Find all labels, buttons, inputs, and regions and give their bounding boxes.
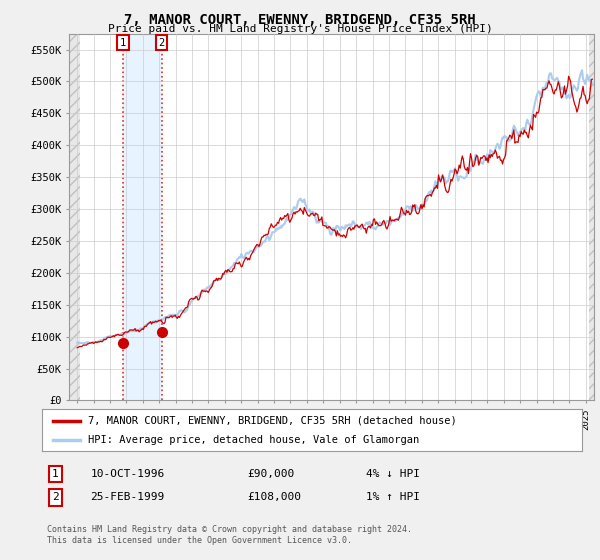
Text: 1: 1 (52, 469, 59, 479)
Text: 1% ↑ HPI: 1% ↑ HPI (366, 492, 420, 502)
Text: 25-FEB-1999: 25-FEB-1999 (91, 492, 165, 502)
Text: HPI: Average price, detached house, Vale of Glamorgan: HPI: Average price, detached house, Vale… (88, 435, 419, 445)
Text: 4% ↓ HPI: 4% ↓ HPI (366, 469, 420, 479)
Text: 10-OCT-1996: 10-OCT-1996 (91, 469, 165, 479)
Bar (69, 34, 80, 400)
Text: 2: 2 (158, 38, 164, 48)
Text: Price paid vs. HM Land Registry's House Price Index (HPI): Price paid vs. HM Land Registry's House … (107, 24, 493, 34)
Text: £90,000: £90,000 (247, 469, 295, 479)
Text: Contains HM Land Registry data © Crown copyright and database right 2024.
This d: Contains HM Land Registry data © Crown c… (47, 525, 412, 545)
Bar (589, 34, 594, 400)
Bar (123, 34, 161, 400)
Text: 1: 1 (119, 38, 126, 48)
Text: 7, MANOR COURT, EWENNY, BRIDGEND, CF35 5RH: 7, MANOR COURT, EWENNY, BRIDGEND, CF35 5… (124, 13, 476, 27)
Text: £108,000: £108,000 (247, 492, 301, 502)
Text: 2: 2 (52, 492, 59, 502)
Text: 7, MANOR COURT, EWENNY, BRIDGEND, CF35 5RH (detached house): 7, MANOR COURT, EWENNY, BRIDGEND, CF35 5… (88, 416, 457, 426)
